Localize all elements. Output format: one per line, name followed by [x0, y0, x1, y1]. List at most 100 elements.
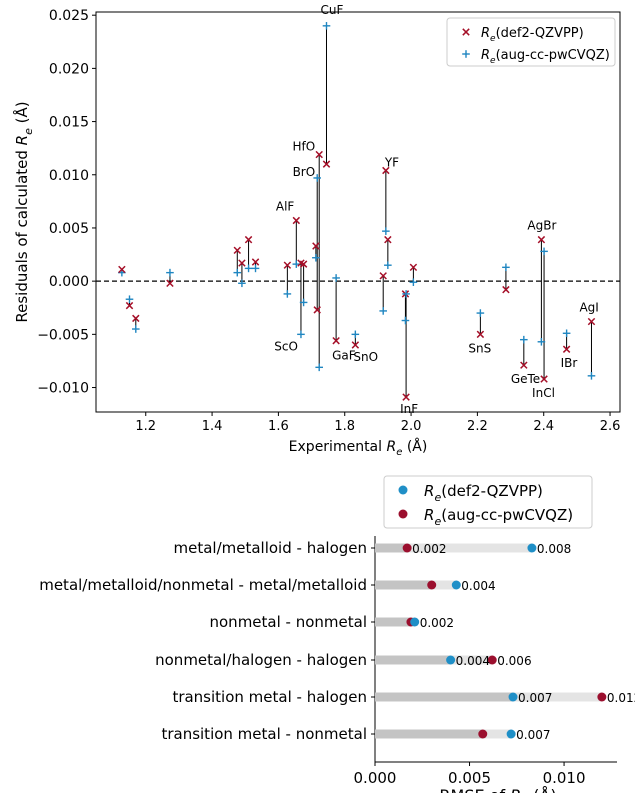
aug-dot [402, 543, 412, 553]
aug-point [587, 372, 596, 380]
def2-point [251, 258, 260, 266]
aug-point [351, 330, 360, 339]
category-label: metal/metalloid - halogen [174, 539, 368, 557]
aug-point [379, 307, 388, 315]
def2-point [313, 306, 321, 314]
legend-label-def2: Re(def2-QZVPP) [424, 482, 543, 504]
rmse-chart: metal/metalloid - halogen 0.002 0.008 metal… [39, 475, 635, 793]
value-label: 0.004 [461, 579, 495, 593]
x-tick-label: 0.005 [448, 769, 491, 787]
def2-dot [446, 655, 456, 665]
def2-point [292, 216, 301, 225]
y-tick-label: −0.005 [37, 327, 89, 343]
def2-point [118, 265, 126, 274]
def2-point [476, 330, 485, 339]
def2-point [540, 375, 548, 383]
def2-point [238, 259, 246, 267]
aug-point [131, 325, 140, 333]
value-label: 0.006 [497, 654, 531, 668]
x-tick-label: 0.000 [354, 769, 397, 787]
aug-point [502, 263, 510, 272]
category-label: transition metal - halogen [172, 688, 367, 706]
x-tick-label: 2.2 [467, 419, 488, 434]
x-axis-label: Experimental Re (Å) [289, 438, 428, 458]
point-label: SnO [353, 350, 378, 364]
x-tick-label: 1.8 [334, 419, 355, 434]
def2-point [382, 166, 390, 175]
def2-point [520, 361, 528, 369]
aug-point [384, 261, 392, 269]
def2-point [132, 314, 140, 323]
y-tick-label: 0.025 [49, 8, 89, 24]
aug-point [476, 309, 485, 317]
x-tick-label: 1.6 [268, 419, 289, 434]
aug-point [322, 22, 331, 30]
aug-dot [427, 580, 437, 590]
legend-marker-def2 [398, 485, 408, 495]
point-label: YF [384, 156, 399, 170]
point-label: GaF [332, 349, 356, 363]
value-label: 0.008 [537, 542, 571, 556]
def2-point [322, 160, 331, 168]
value-label: 0.007 [518, 691, 552, 705]
x-tick-label: 0.010 [543, 769, 586, 787]
legend: Re(def2-QZVPP)Re(aug-cc-pwCVQZ) [383, 475, 593, 529]
range-bar-light [375, 543, 532, 553]
aug-point [537, 337, 546, 346]
aug-point [312, 253, 320, 262]
plot-frame [95, 11, 621, 413]
def2-dot [506, 729, 516, 739]
y-tick-label: 0.020 [49, 61, 89, 77]
point-label: HfO [292, 140, 315, 154]
range-bar-dark [375, 655, 451, 665]
y-tick-label: 0.015 [49, 115, 89, 131]
point-label: SnS [468, 341, 491, 355]
aug-point [562, 329, 571, 338]
def2-point [315, 150, 323, 159]
aug-dot [478, 729, 488, 739]
value-label: 0.007 [516, 728, 550, 742]
def2-point [537, 235, 546, 244]
range-bar-dark [375, 729, 483, 739]
aug-point [313, 174, 322, 182]
range-bar-dark [375, 543, 408, 553]
point-label: CuF [320, 3, 343, 17]
category-label: metal/metalloid/nonmetal - metal/metallo… [39, 576, 367, 594]
x-axis-label: RMSE of Re (Å) [439, 786, 556, 793]
value-label: 0.004 [456, 654, 490, 668]
def2-point [562, 345, 571, 353]
aug-point [332, 274, 340, 282]
def2-point [332, 336, 340, 345]
def2-dot [508, 692, 518, 702]
point-label: AgBr [527, 219, 556, 233]
point-label: InF [400, 402, 418, 416]
def2-dot [451, 580, 461, 590]
def2-point [244, 235, 253, 244]
aug-point [520, 335, 528, 344]
legend-marker-aug [462, 50, 470, 58]
def2-point [312, 242, 320, 250]
y-tick-label: 0.000 [49, 274, 89, 290]
point-label: AgI [579, 301, 598, 315]
aug-point [251, 264, 260, 273]
aug-point [382, 227, 390, 235]
def2-point [402, 393, 410, 401]
def2-point [283, 261, 292, 269]
aug-point [233, 268, 242, 277]
y-tick-label: 0.005 [49, 221, 89, 237]
aug-dot [487, 655, 497, 665]
x-tick-label: 2.6 [600, 419, 621, 434]
legend-label-def2: Re(def2-QZVPP) [481, 26, 584, 44]
x-tick-label: 2.0 [401, 419, 422, 434]
legend-marker-def2 [462, 28, 470, 36]
point-label: GeTe [511, 372, 540, 386]
legend: Re(def2-QZVPP) Re(aug-cc-pwCVQZ) [446, 17, 616, 67]
category-label: nonmetal - nonmetal [210, 613, 368, 631]
category-label: nonmetal/halogen - halogen [155, 651, 367, 669]
aug-point [166, 268, 174, 277]
legend-label-aug: Re(aug-cc-pwCVQZ) [481, 48, 610, 66]
range-bar-dark [375, 692, 514, 702]
aug-point [315, 363, 323, 372]
